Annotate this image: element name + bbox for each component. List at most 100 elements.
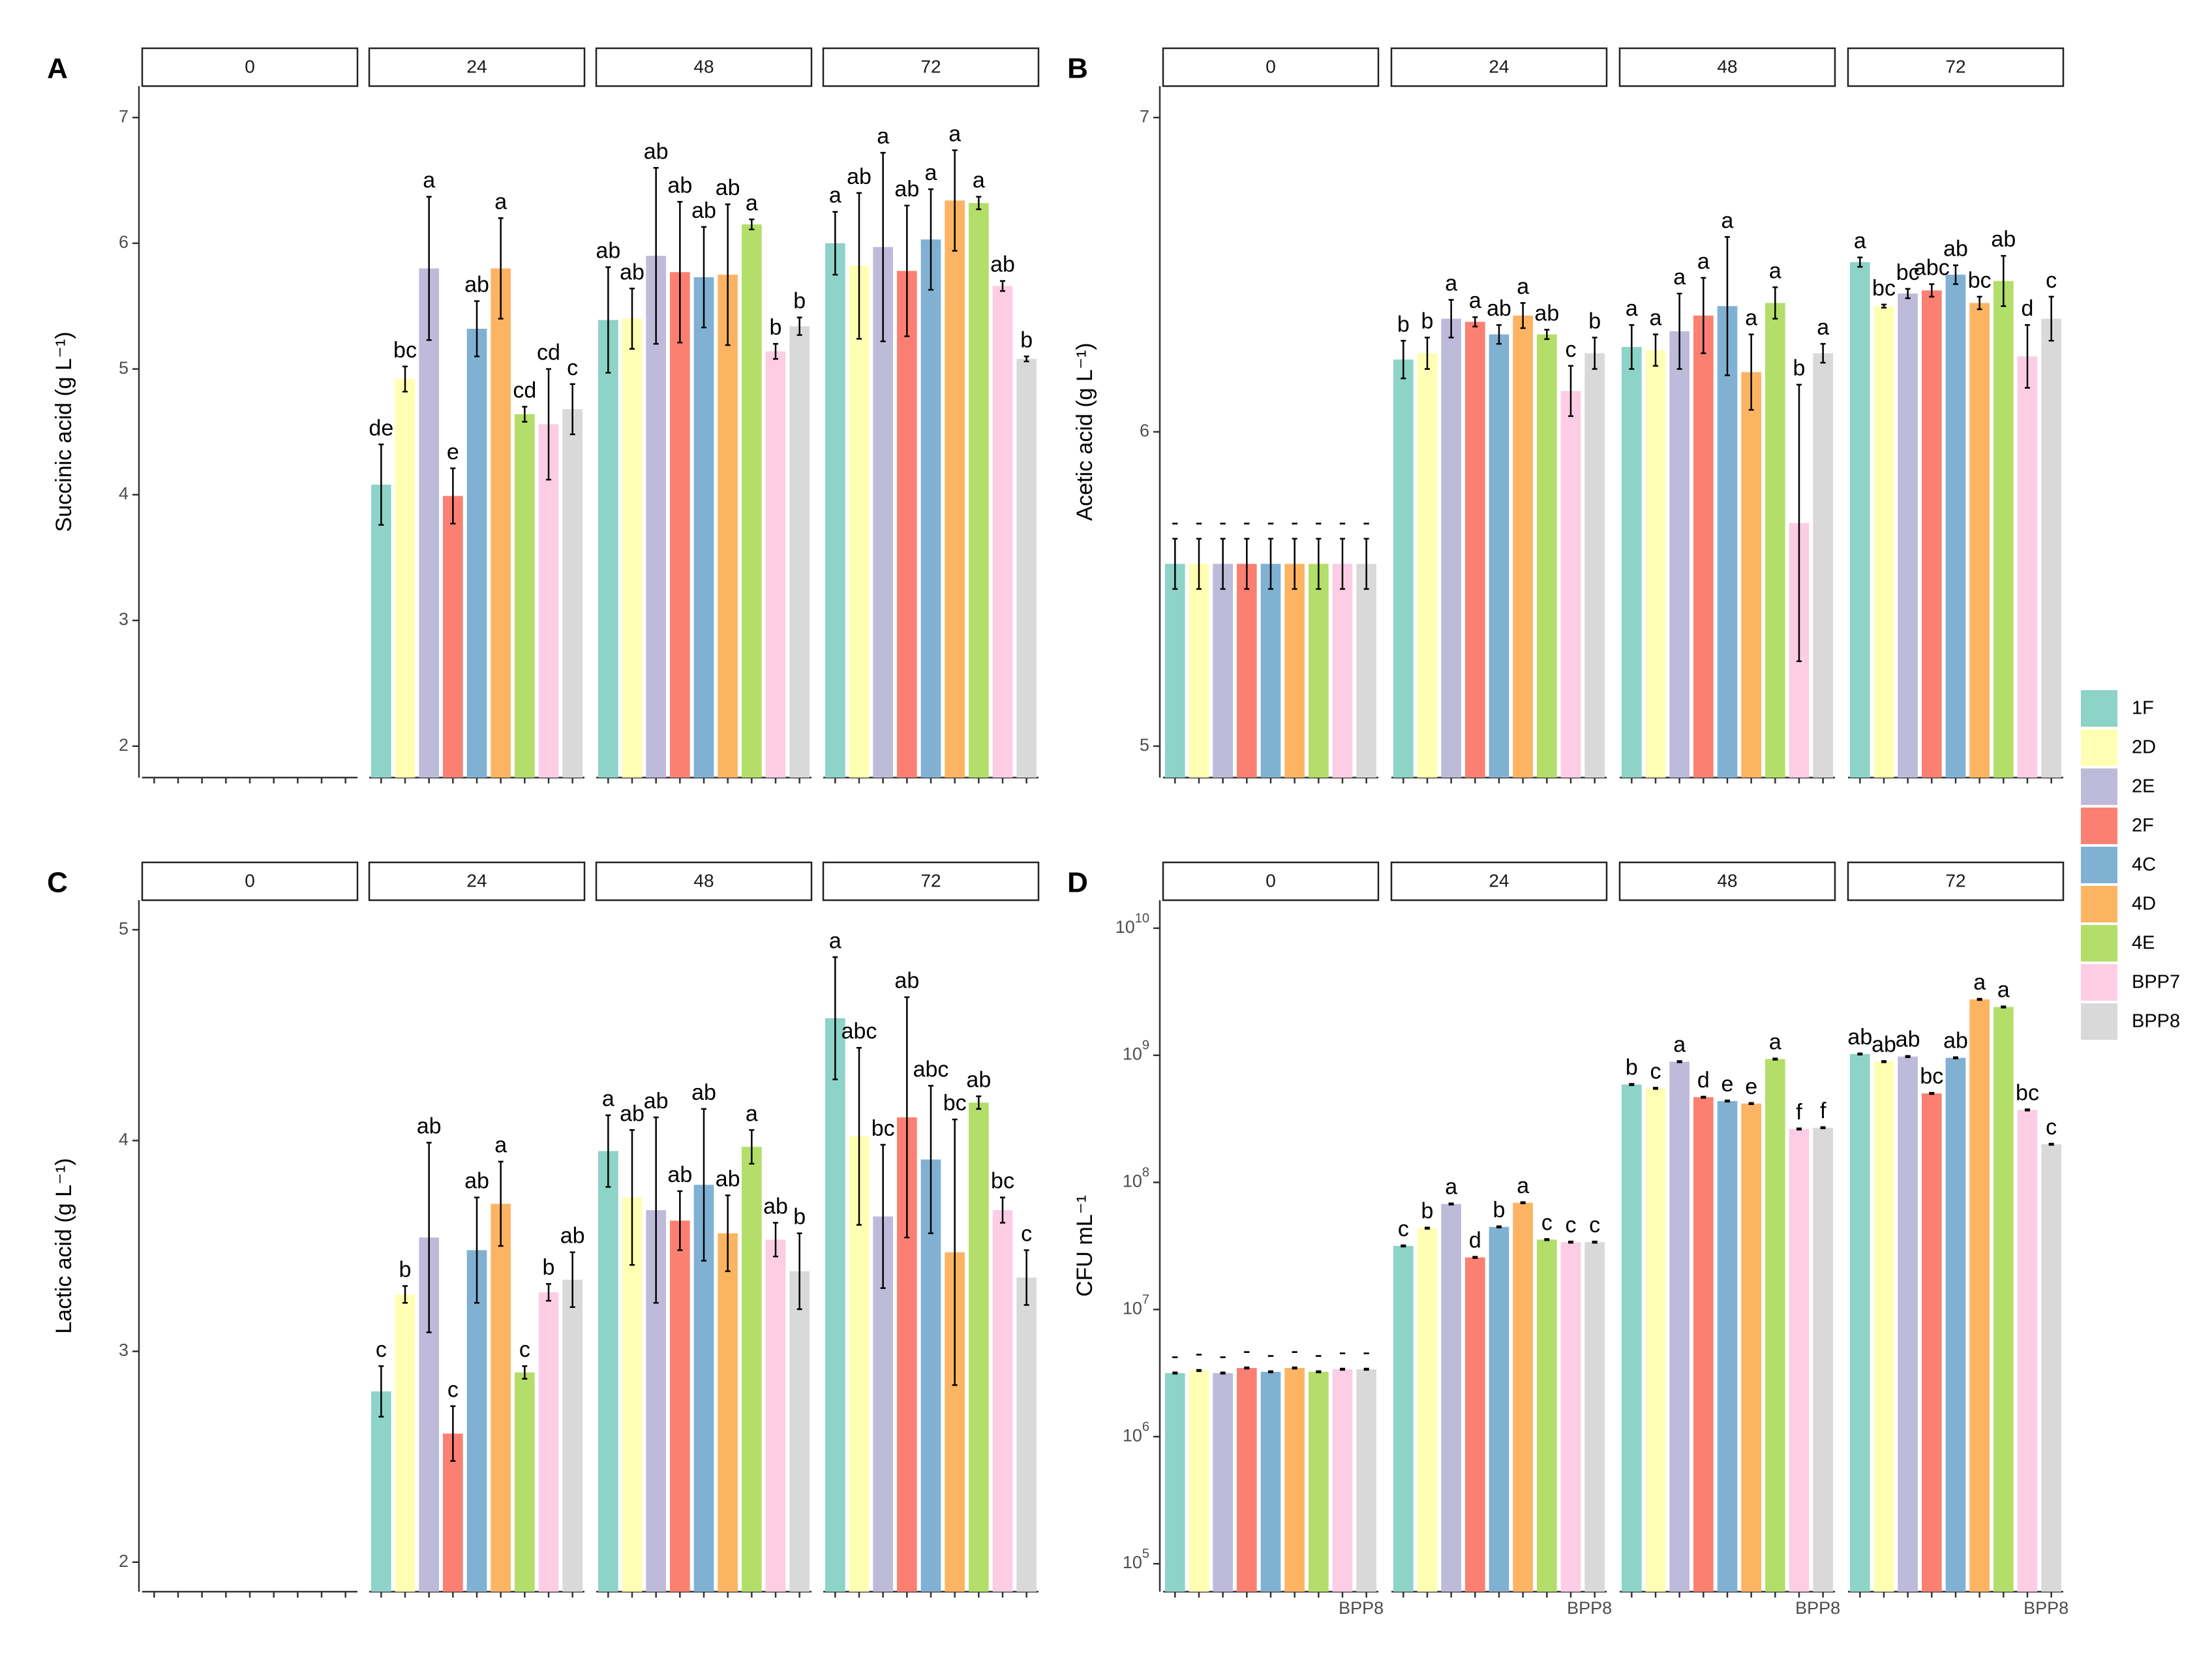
bar-4d: [1969, 303, 1990, 778]
facet-strip: [822, 861, 1040, 902]
bar-bpp7: [538, 424, 559, 778]
significance-label: ab: [847, 164, 871, 189]
bar-4d: [491, 268, 511, 778]
facet-strip: [1847, 47, 2065, 87]
significance-label: a: [1745, 306, 1757, 331]
significance-label: bc: [991, 1169, 1014, 1194]
y-tick-label: 106: [1123, 1420, 1149, 1446]
significance-label: b: [399, 1257, 412, 1282]
bar-4c: [1945, 1057, 1966, 1592]
significance-label: e: [1721, 1072, 1734, 1097]
bar-4c: [466, 328, 487, 778]
x-tick-label: BPP8: [1339, 1598, 1384, 1618]
significance-label: a: [1721, 208, 1734, 233]
legend-key: [2081, 1003, 2117, 1040]
facet-0: 0- - - - - - - - -: [1162, 47, 1380, 783]
bar-4e: [1309, 564, 1329, 778]
significance-label: c: [2046, 1115, 2057, 1140]
facet-strip-label: 72: [1945, 56, 1965, 76]
bar-2f: [1465, 322, 1485, 778]
legend-item-2d: 2D: [2081, 729, 2156, 766]
significance-label: b: [1421, 309, 1434, 333]
y-tick-label: 3: [119, 609, 129, 629]
bar-2d: [1645, 350, 1666, 778]
legend-label: 2D: [2132, 737, 2156, 758]
significance-label: a: [1854, 229, 1866, 254]
legend-item-bpp8: BPP8: [2081, 1003, 2180, 1040]
bar-bpp8: [1016, 1277, 1037, 1592]
facet-strip-label: 24: [1489, 870, 1509, 890]
bar-bpp8: [1584, 353, 1605, 778]
significance-label: b: [543, 1255, 555, 1280]
significance-label: b: [1588, 309, 1601, 333]
bar-bpp7: [1332, 564, 1353, 778]
significance-label: ab: [620, 1101, 644, 1126]
bar-4e: [1765, 303, 1785, 778]
bar-bpp7: [992, 286, 1013, 778]
bar-1f: [825, 243, 845, 778]
significance-label: ab: [763, 1194, 788, 1219]
significance-label: c: [1021, 1221, 1032, 1246]
legend-item-1f: 1F: [2081, 690, 2154, 727]
significance-label: a: [829, 928, 841, 953]
facet-strip-label: 24: [466, 870, 487, 890]
significance-label: bc: [871, 1116, 895, 1141]
bar-2d: [1189, 564, 1209, 778]
bar-4d: [1513, 315, 1533, 778]
significance-label: a: [925, 160, 937, 185]
bar-4d: [491, 1204, 511, 1592]
bar-2d: [1417, 1228, 1438, 1592]
bar-4e: [1993, 281, 2014, 778]
facet-strip-label: 72: [1945, 870, 1965, 890]
y-tick-label: 105: [1123, 1547, 1149, 1572]
significance-label: ab: [1534, 301, 1559, 326]
significance-label: b: [1493, 1198, 1506, 1222]
significance-label: -: [1195, 510, 1202, 535]
bar-4e: [969, 1102, 989, 1592]
bar-4d: [718, 275, 738, 778]
bar-2f: [1922, 290, 1942, 778]
significance-label: abc: [841, 1019, 877, 1044]
legend-item-2e: 2E: [2081, 768, 2155, 805]
significance-label: ab: [716, 1166, 740, 1191]
bar-2f: [1237, 1368, 1257, 1592]
facet-strip-label: 72: [920, 870, 941, 890]
significance-label: a: [602, 1087, 614, 1112]
significance-label: ab: [667, 1162, 692, 1187]
significance-label: b: [1020, 327, 1033, 352]
y-tick-label: 7: [119, 106, 129, 126]
legend-label: 2F: [2132, 815, 2154, 836]
significance-label: ab: [894, 969, 919, 993]
bar-bpp8: [789, 326, 810, 778]
significance-label: a: [494, 1133, 507, 1158]
bar-4d: [718, 1233, 738, 1592]
facet-strip-label: 0: [1265, 56, 1276, 76]
significance-label: -: [1267, 510, 1274, 535]
bar-bpp8: [1813, 1127, 1833, 1592]
significance-label: cd: [513, 378, 536, 402]
bar-1f: [1850, 262, 1870, 778]
significance-label: bc: [1920, 1064, 1943, 1089]
y-tick-label: 107: [1123, 1293, 1149, 1318]
significance-label: a: [746, 1101, 758, 1126]
y-axis-title: Acetic acid (g L⁻¹): [1072, 342, 1097, 521]
panel-letter: B: [1067, 53, 1088, 85]
significance-label: c: [1566, 1213, 1577, 1237]
bar-2e: [1441, 318, 1461, 778]
bar-bpp8: [1016, 359, 1037, 778]
significance-label: bc: [1872, 276, 1896, 301]
bar-bpp8: [1356, 564, 1376, 778]
bar-bpp8: [1813, 353, 1833, 778]
bar-bpp7: [765, 1239, 786, 1592]
bar-4d: [1513, 1202, 1533, 1592]
facet-strip: [1162, 47, 1380, 87]
bar-1f: [825, 1018, 845, 1592]
bar-2e: [1669, 331, 1689, 778]
bar-4c: [1260, 1371, 1281, 1592]
